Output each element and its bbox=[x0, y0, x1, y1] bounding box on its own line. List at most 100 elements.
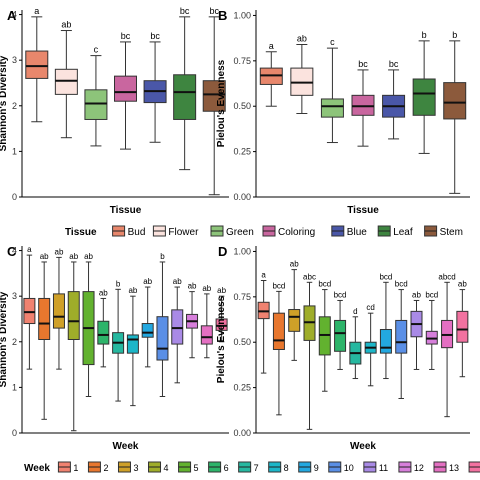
panel-d-ytick-label: 0.50 bbox=[233, 337, 251, 347]
panel-c-letter-label: ab bbox=[143, 277, 152, 286]
panel-d-letter-label: cd bbox=[366, 303, 374, 312]
panel-c-letter-label: b bbox=[160, 252, 165, 261]
week-legend-label: 9 bbox=[314, 463, 319, 473]
panel-b-letter-label: bc bbox=[358, 59, 368, 69]
panel-c-letter-label: ab bbox=[99, 288, 108, 297]
panel-a-box bbox=[173, 74, 197, 120]
tissue-legend-label: Flower bbox=[168, 227, 199, 238]
panel-d-box bbox=[456, 310, 469, 343]
week-legend-label: 10 bbox=[344, 463, 354, 473]
panel-d-ylabel: Pielou's Evenness bbox=[216, 295, 227, 383]
panel-a-box bbox=[54, 68, 78, 95]
panel-c-ylabel: Shannon's Diversity bbox=[0, 291, 9, 387]
panel-a-xlabel: Tissue bbox=[110, 205, 142, 216]
panel-d-letter: D bbox=[218, 244, 227, 259]
panel-a-ylabel: Shannon's Diversity bbox=[0, 55, 9, 151]
panel-a-letter-label: bc bbox=[180, 6, 190, 16]
panel-a-box bbox=[84, 89, 108, 120]
panel-b-box bbox=[320, 98, 344, 118]
panel-d-ytick-label: 1.00 bbox=[233, 246, 251, 256]
panel-c-letter-label: ab bbox=[69, 252, 78, 261]
panel-b-ytick-label: 1.00 bbox=[233, 10, 251, 20]
tissue-legend-label: Coloring bbox=[278, 227, 315, 238]
tissue-legend-title: Tissue bbox=[65, 227, 97, 238]
panel-d-letter-label: bcd bbox=[379, 272, 392, 281]
panel-b-letter-label: b bbox=[452, 30, 457, 40]
panel-c-box bbox=[23, 297, 36, 325]
panel-c-xlabel: Week bbox=[113, 441, 139, 452]
panel-b-ylabel: Pielou's Evenness bbox=[216, 59, 227, 147]
panel-c-box bbox=[200, 325, 213, 345]
panel-c-letter-label: ab bbox=[128, 286, 137, 295]
panel-c-box bbox=[215, 318, 228, 331]
panel-c-box bbox=[156, 316, 169, 361]
panel-d-ytick-label: 0.75 bbox=[233, 292, 251, 302]
panel-d-letter-label: ab bbox=[412, 290, 421, 299]
panel-d-ytick-label: 0.00 bbox=[233, 428, 251, 438]
panel-d-box bbox=[334, 319, 347, 352]
panel-a-box bbox=[25, 50, 49, 79]
panel-a-letter: A bbox=[7, 8, 17, 23]
panel-a-letter-label: bc bbox=[150, 31, 160, 41]
tissue-legend-label: Bud bbox=[128, 227, 146, 238]
panel-a-ytick-label: 2 bbox=[12, 101, 17, 111]
panel-c-ytick-label: 2 bbox=[12, 337, 17, 347]
panel-c-letter-label: a bbox=[27, 245, 32, 254]
panel-c-ytick-label: 0 bbox=[12, 428, 17, 438]
panel-a-box bbox=[114, 75, 137, 102]
panel-a-ytick-label: 3 bbox=[12, 55, 17, 65]
panel-b-ytick-label: 0.75 bbox=[233, 56, 251, 66]
week-legend-label: 12 bbox=[414, 463, 424, 473]
week-legend-label: 4 bbox=[164, 463, 169, 473]
panel-d-box bbox=[288, 309, 301, 332]
week-legend-label: 7 bbox=[254, 463, 259, 473]
panel-c-box bbox=[171, 309, 184, 345]
panel-a-letter-label: ab bbox=[61, 20, 71, 30]
panel-a-ytick-label: 1 bbox=[12, 146, 17, 156]
panel-a-letter-label: bc bbox=[209, 6, 219, 16]
panel-c-letter-label: ab bbox=[202, 284, 211, 293]
tissue-legend-label: Stem bbox=[440, 227, 463, 238]
week-legend-label: 1 bbox=[73, 463, 78, 473]
panel-b-letter-label: b bbox=[422, 30, 427, 40]
panel-c-letter-label: ab bbox=[55, 247, 64, 256]
panel-a-box bbox=[202, 80, 226, 112]
panel-b-letter-label: bc bbox=[389, 59, 399, 69]
week-legend-label: 13 bbox=[449, 463, 459, 473]
week-legend-label: 6 bbox=[224, 463, 229, 473]
panel-c-letter-label: ab bbox=[173, 277, 182, 286]
panel-d-letter-label: bcd bbox=[395, 280, 408, 289]
panel-b-ytick-label: 0.50 bbox=[233, 101, 251, 111]
panel-b-letter-label: ab bbox=[297, 33, 307, 43]
panel-d-xlabel: Week bbox=[350, 441, 376, 452]
panel-c-ytick-label: 3 bbox=[12, 291, 17, 301]
week-legend-label: 5 bbox=[194, 463, 199, 473]
panel-c-box bbox=[141, 323, 154, 338]
panel-c-letter-label: ab bbox=[40, 252, 49, 261]
week-legend-label: 3 bbox=[133, 463, 138, 473]
panel-c-letter-label: b bbox=[116, 279, 121, 288]
panel-a-letter-label: bc bbox=[121, 31, 131, 41]
panel-c-letter: C bbox=[7, 244, 17, 259]
panel-c-letter-label: ab bbox=[217, 286, 226, 295]
panel-b-xlabel: Tissue bbox=[347, 205, 379, 216]
panel-d-letter-label: ab bbox=[290, 260, 299, 269]
panel-b-ytick-label: 0.00 bbox=[233, 192, 251, 202]
panel-b-letter-label: a bbox=[269, 41, 274, 51]
panel-d-letter-label: bcd bbox=[272, 281, 285, 290]
panel-b-ytick-label: 0.25 bbox=[233, 147, 251, 157]
panel-d-box bbox=[379, 329, 392, 354]
panel-a-ytick-label: 4 bbox=[12, 10, 17, 20]
panel-c-box bbox=[52, 293, 65, 329]
panel-b-box bbox=[412, 78, 436, 116]
panel-c-letter-label: ab bbox=[188, 282, 197, 291]
panel-d-letter-label: a bbox=[261, 270, 266, 279]
panel-d-letter-label: bcd bbox=[334, 290, 347, 299]
panel-a-ytick-label: 0 bbox=[12, 192, 17, 202]
panel-a-letter-label: c bbox=[94, 45, 99, 55]
panel-d-letter-label: bcd bbox=[318, 280, 331, 289]
panel-c-box bbox=[97, 320, 110, 345]
panel-c-box bbox=[38, 297, 51, 341]
tissue-legend-label: Blue bbox=[347, 227, 367, 238]
